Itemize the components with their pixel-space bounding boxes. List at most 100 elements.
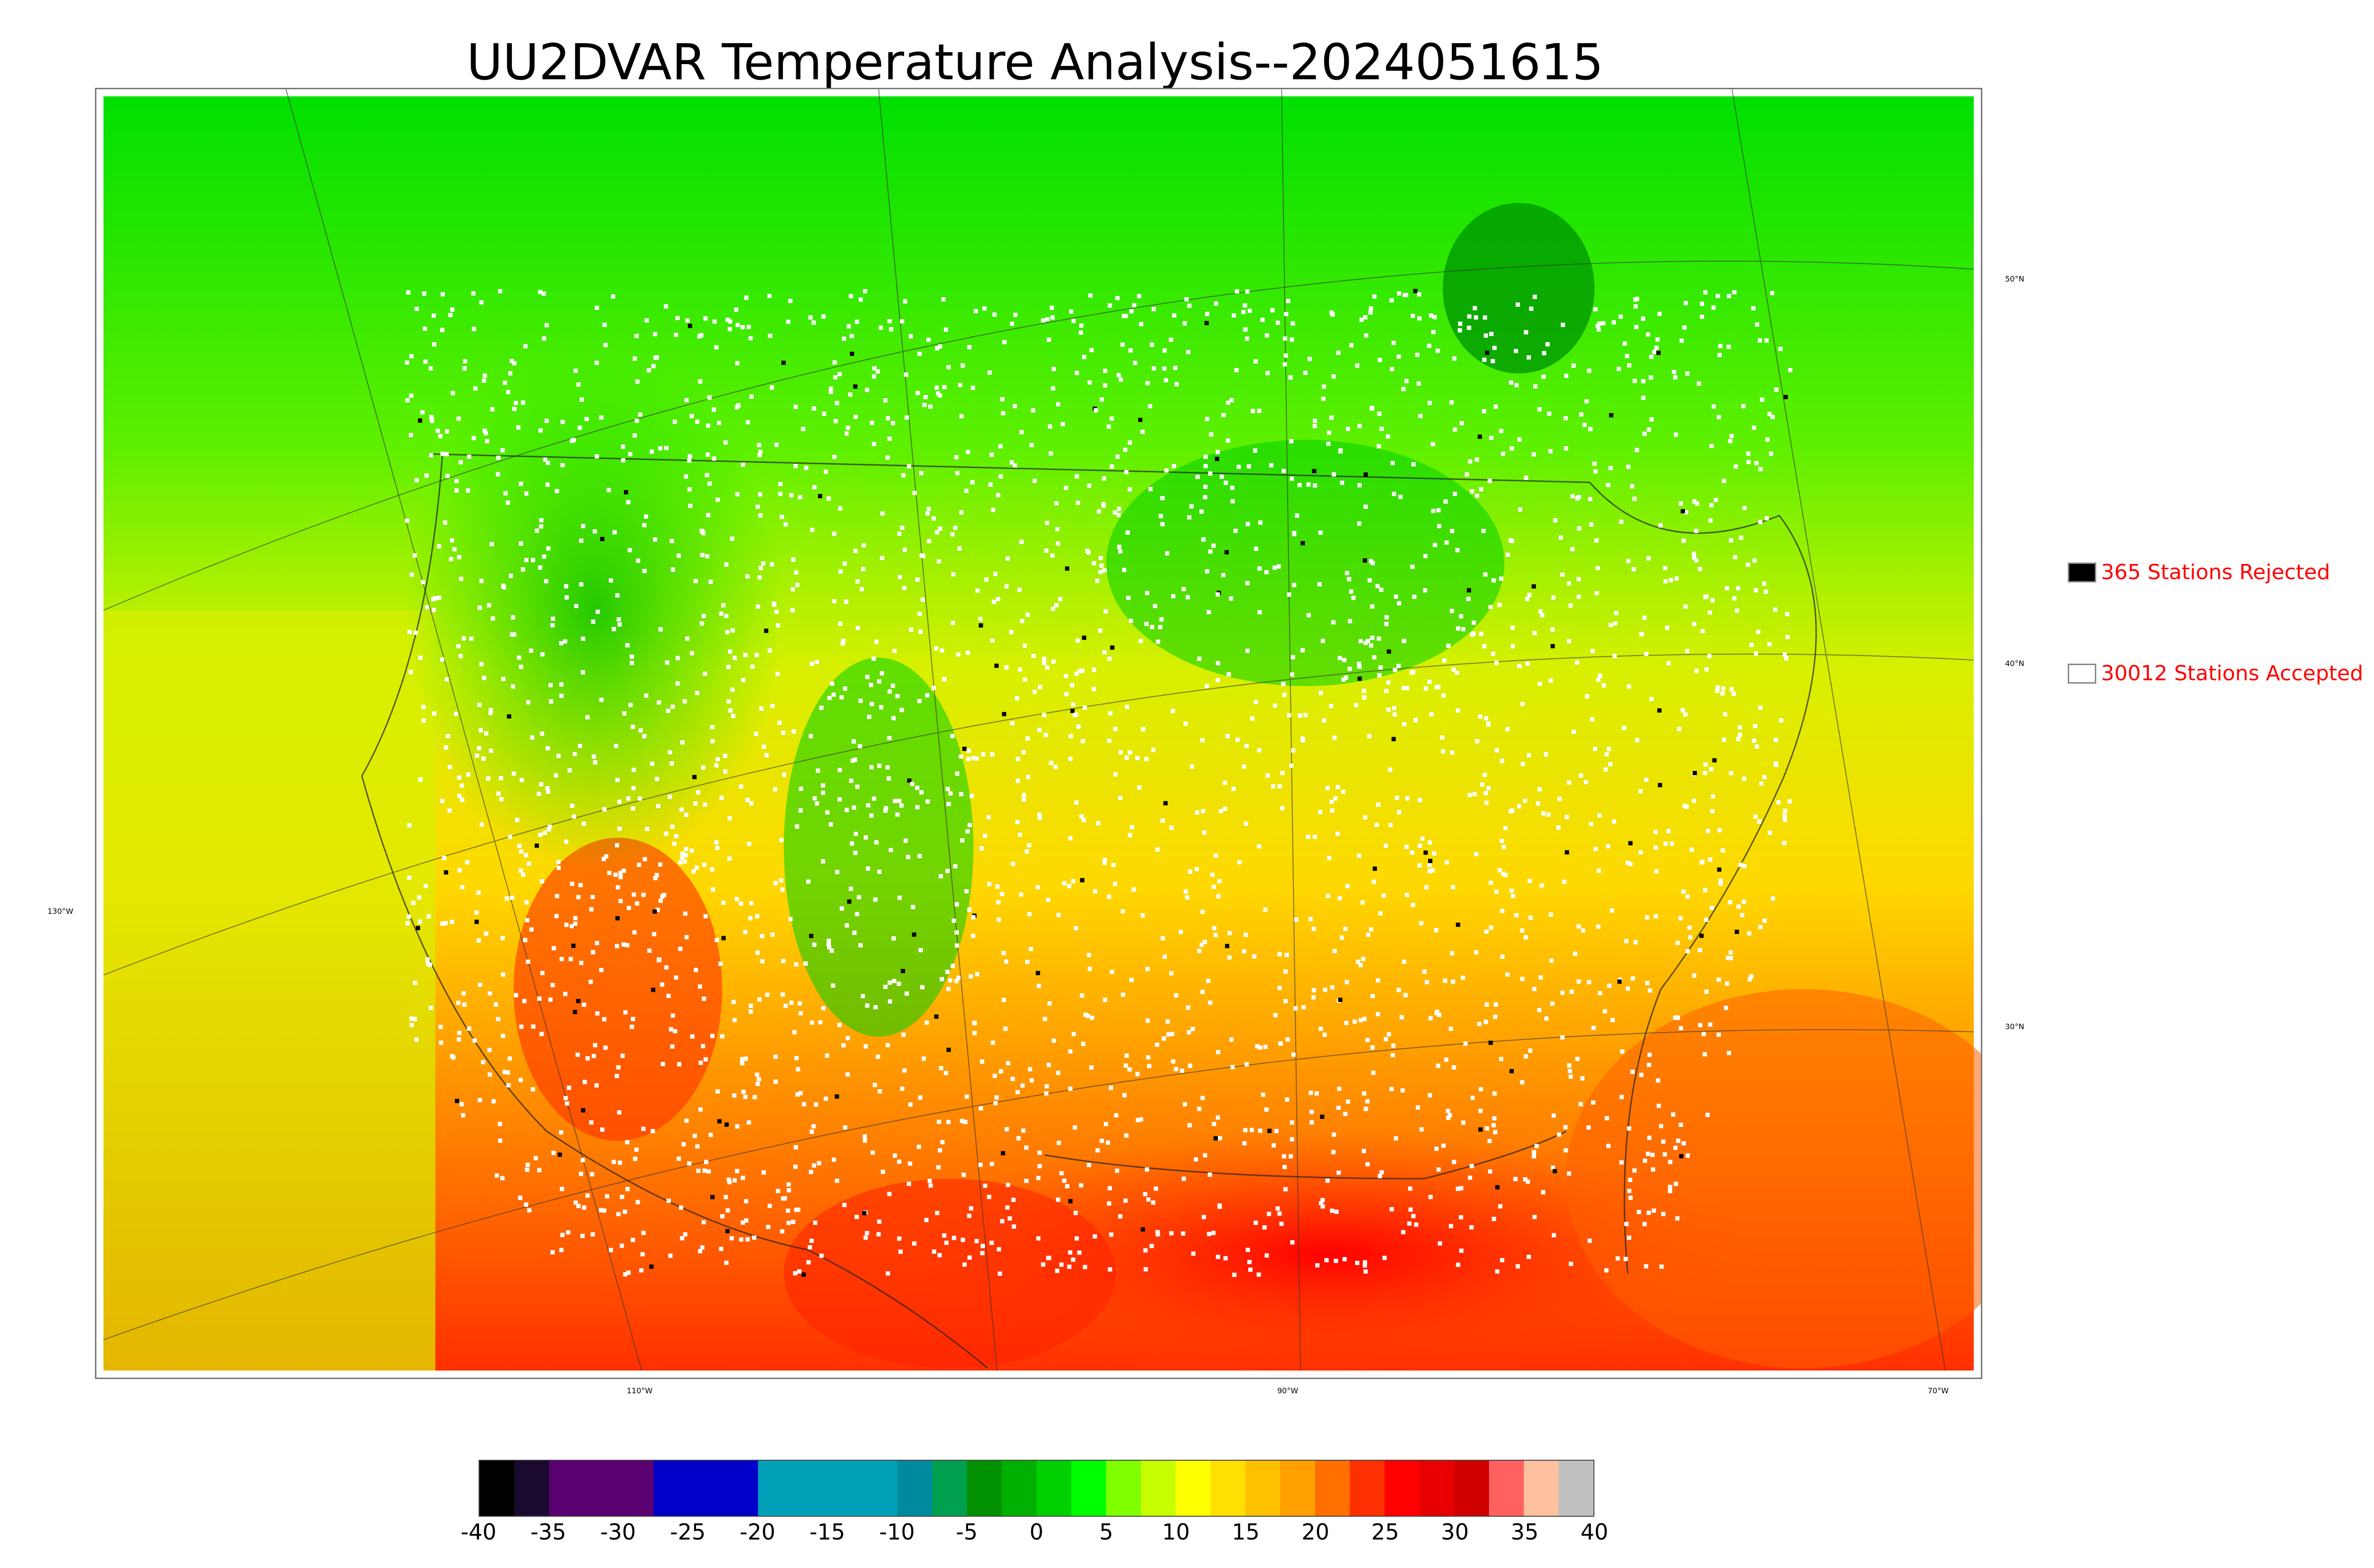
station-marker [1290, 1120, 1294, 1125]
station-marker [1608, 466, 1613, 470]
station-marker [1716, 415, 1721, 420]
station-marker [1203, 454, 1208, 459]
station-marker [1622, 341, 1627, 346]
station-marker [1470, 1164, 1474, 1168]
station-marker [903, 547, 907, 552]
station-marker [853, 851, 858, 855]
station-marker [1287, 592, 1291, 597]
station-marker [1272, 703, 1277, 708]
station-marker [993, 1101, 998, 1106]
station-marker [829, 948, 834, 953]
station-marker [563, 1096, 568, 1100]
station-marker [1320, 1115, 1325, 1119]
station-marker [732, 1018, 737, 1023]
station-marker [573, 1010, 577, 1014]
station-marker [793, 1271, 798, 1276]
station-marker [1434, 1146, 1439, 1151]
station-marker [1665, 625, 1669, 630]
station-marker [496, 1017, 500, 1022]
station-marker [491, 1099, 496, 1104]
station-marker [1311, 988, 1316, 993]
station-marker [1668, 578, 1673, 582]
station-marker [552, 946, 556, 950]
station-marker [429, 1005, 433, 1010]
station-marker [943, 1070, 948, 1075]
station-marker [1785, 635, 1790, 639]
station-marker [739, 784, 744, 789]
station-marker [1360, 900, 1365, 905]
station-marker [810, 527, 815, 532]
station-marker [1229, 1037, 1234, 1042]
station-marker [1053, 765, 1058, 770]
station-marker [1682, 803, 1687, 808]
station-marker [1263, 907, 1268, 912]
station-marker [1283, 353, 1288, 358]
station-marker [650, 761, 655, 766]
station-marker [524, 491, 528, 496]
station-marker [626, 796, 631, 801]
station-marker [1022, 643, 1027, 648]
station-marker [727, 816, 732, 821]
station-marker [1173, 366, 1178, 370]
station-marker [761, 561, 765, 566]
station-marker [1627, 1189, 1631, 1193]
station-marker [1098, 628, 1102, 633]
station-marker [502, 1070, 507, 1074]
station-marker [432, 313, 436, 318]
station-marker [460, 885, 465, 890]
station-marker [1283, 1187, 1288, 1192]
station-marker [634, 418, 639, 423]
station-marker [740, 1057, 745, 1061]
station-marker [1762, 919, 1767, 923]
station-marker [1525, 597, 1530, 601]
colorbar-tick-label: 25 [1371, 1519, 1399, 1545]
station-marker [1753, 814, 1758, 819]
station-marker [996, 900, 1001, 905]
station-marker [625, 643, 630, 648]
station-marker [1046, 897, 1051, 902]
station-marker [1264, 1107, 1269, 1112]
station-marker [1200, 1096, 1205, 1100]
station-marker [1782, 817, 1787, 822]
station-marker [1377, 1174, 1382, 1179]
station-marker [1459, 1249, 1464, 1253]
station-marker [1764, 338, 1769, 343]
station-marker [622, 868, 626, 873]
station-marker [948, 978, 952, 983]
station-marker [595, 610, 600, 614]
station-marker [591, 950, 595, 955]
station-marker [1642, 1221, 1647, 1226]
station-marker [1143, 1192, 1148, 1196]
station-marker [1012, 404, 1017, 408]
station-marker [426, 962, 431, 967]
station-marker [1300, 648, 1305, 653]
station-marker [971, 756, 976, 761]
station-marker [812, 796, 817, 801]
station-marker [767, 648, 772, 653]
station-marker [677, 1156, 681, 1161]
station-marker [835, 870, 839, 874]
station-marker [510, 615, 515, 620]
station-marker [662, 892, 667, 897]
station-marker [445, 474, 450, 478]
station-marker [1657, 1103, 1661, 1108]
colorbar-segment [862, 1461, 898, 1516]
station-marker [946, 365, 951, 370]
station-marker [832, 360, 837, 365]
station-marker [1206, 1231, 1211, 1236]
station-marker [951, 918, 956, 923]
station-marker [1051, 386, 1055, 391]
station-marker [1073, 713, 1077, 717]
station-marker [1197, 948, 1202, 953]
station-marker [1234, 368, 1239, 373]
station-marker [474, 910, 479, 915]
station-marker [1662, 1152, 1667, 1157]
station-marker [770, 385, 774, 390]
station-marker [1022, 798, 1027, 802]
station-marker [1133, 360, 1138, 365]
station-marker [1336, 785, 1340, 789]
station-marker [943, 327, 948, 332]
station-marker [1497, 602, 1502, 607]
station-marker [432, 711, 437, 716]
station-marker [1728, 439, 1733, 443]
